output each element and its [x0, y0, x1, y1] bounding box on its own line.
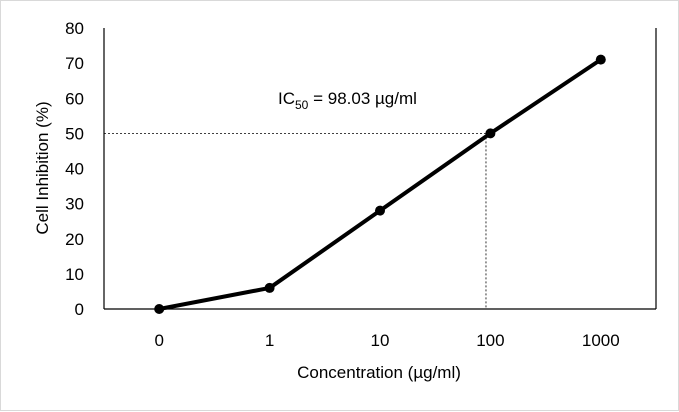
y-tick-label: 80 [65, 19, 84, 38]
y-tick-label: 40 [65, 160, 84, 179]
ic50-annotation-main: IC [278, 89, 295, 108]
x-tick-label: 0 [154, 331, 163, 350]
y-axis-title: Cell Inhibition (%) [33, 101, 52, 234]
y-tick-label: 60 [65, 89, 84, 108]
ic50-annotation: IC50 = 98.03 µg/ml [278, 89, 417, 112]
x-tick-label: 1000 [582, 331, 620, 350]
data-point-marker [375, 205, 385, 216]
ic50-guides [104, 132, 487, 309]
x-tick-labels: 0 1 10 100 1000 [154, 331, 619, 350]
data-point-marker [485, 128, 496, 139]
series-markers [154, 54, 606, 314]
x-tick-label: 1 [265, 331, 274, 350]
ic50-annotation-value: = 98.03 µg/ml [308, 89, 417, 108]
x-tick-label: 100 [476, 331, 504, 350]
y-tick-label: 30 [65, 195, 84, 214]
y-tick-label: 20 [65, 230, 84, 249]
y-tick-label: 0 [75, 300, 84, 319]
data-point-marker [154, 304, 165, 314]
plot-area [103, 28, 657, 310]
y-tick-label: 70 [65, 54, 84, 73]
x-axis-title: Concentration (µg/ml) [297, 363, 461, 382]
x-tick-label: 10 [371, 331, 390, 350]
y-tick-labels: 0 10 20 30 40 50 60 70 80 [65, 19, 84, 319]
y-tick-label: 50 [65, 124, 84, 143]
ic50-annotation-subscript: 50 [295, 98, 309, 112]
y-tick-label: 10 [65, 265, 84, 284]
data-point-marker [264, 282, 275, 293]
data-point-marker [595, 54, 606, 65]
